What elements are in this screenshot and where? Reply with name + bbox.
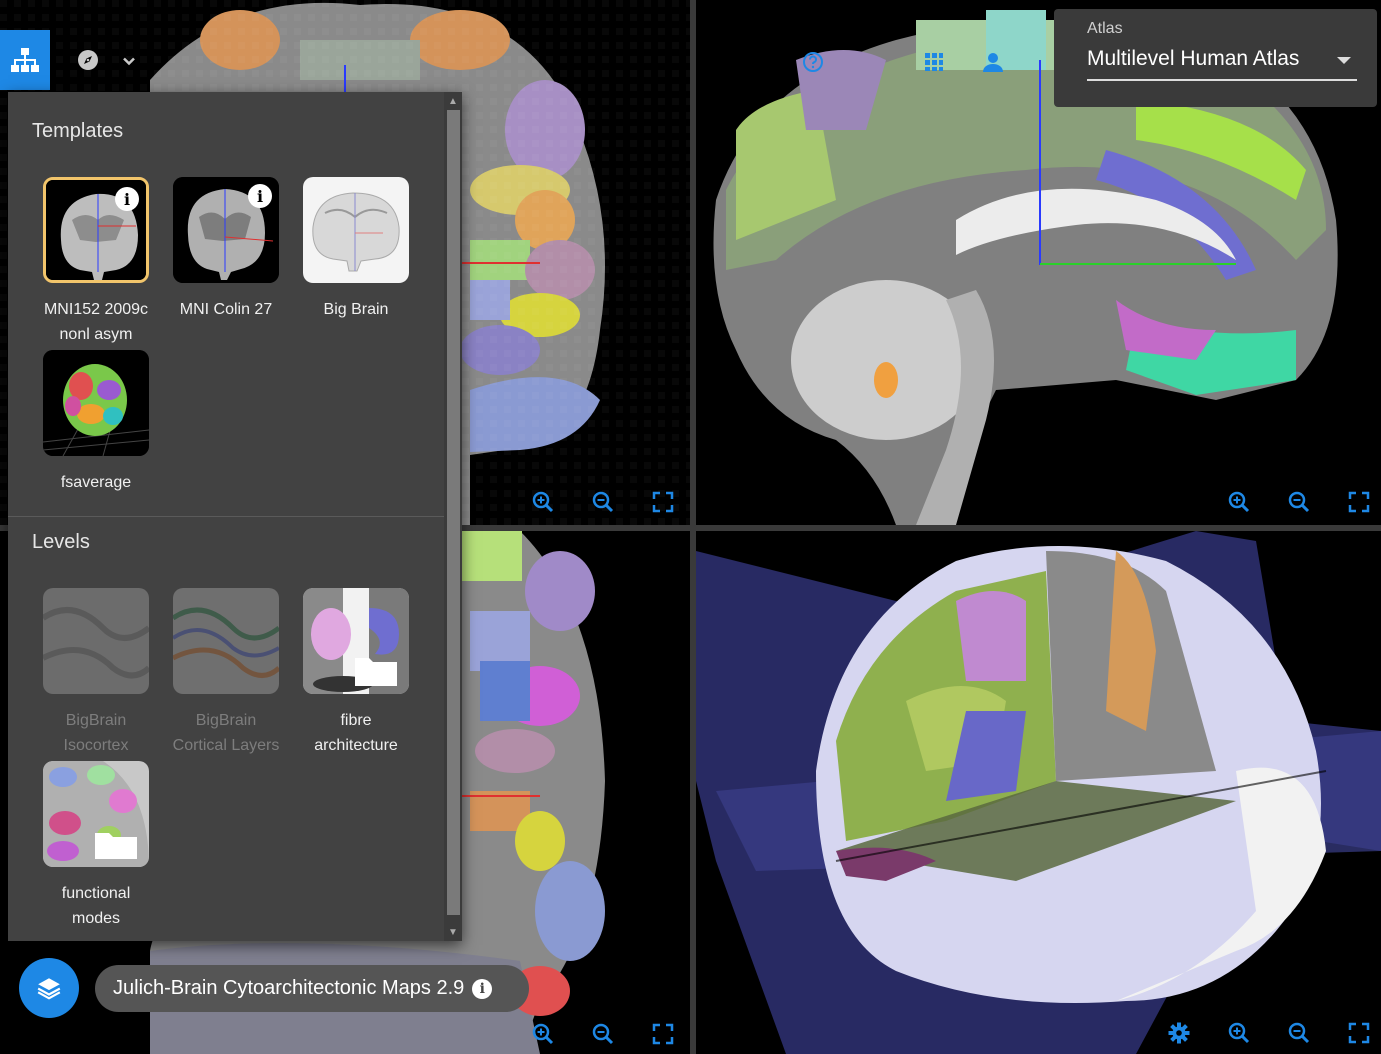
atlas-selector-underline <box>1087 79 1357 81</box>
zoom-out-icon <box>592 491 614 513</box>
help-button[interactable] <box>799 48 827 76</box>
template-selection-panel: Templates i MNI152 2009c nonl asym <box>8 92 462 941</box>
grid-icon <box>925 53 943 71</box>
template-thumbnail: i <box>173 177 279 283</box>
zoom-out-button[interactable] <box>589 1020 617 1048</box>
3d-brain-render <box>696 531 1381 1054</box>
template-label: Big Brain <box>323 301 389 318</box>
scrollbar-thumb[interactable] <box>447 110 460 915</box>
layers-button[interactable] <box>19 958 79 1018</box>
template-label: MNI152 2009c nonl asym <box>43 301 149 343</box>
template-tile-fsaverage[interactable]: fsaverage <box>36 350 156 495</box>
template-label: MNI Colin 27 <box>179 301 273 318</box>
scroll-down-arrow-icon[interactable]: ▼ <box>448 926 458 938</box>
zoom-in-button[interactable] <box>1225 1019 1253 1047</box>
user-icon <box>983 53 1003 72</box>
templates-section-title: Templates <box>32 120 124 142</box>
zoom-out-button[interactable] <box>1285 1019 1313 1047</box>
chevron-down-icon <box>123 57 135 66</box>
template-tile-bigbrain[interactable]: Big Brain <box>296 177 416 322</box>
level-thumbnail <box>173 588 279 694</box>
zoom-out-icon <box>1288 491 1310 513</box>
fullscreen-icon <box>1348 491 1370 513</box>
parcellation-chip-label: Julich-Brain Cytoarchitectonic Maps 2.9 <box>113 977 465 999</box>
level-tile-fibre-architecture[interactable]: fibre architecture <box>296 588 416 758</box>
level-label: fibre architecture <box>314 712 398 754</box>
template-info-icon[interactable]: i <box>115 187 139 211</box>
template-info-icon[interactable]: i <box>248 184 272 208</box>
level-thumbnail <box>43 588 149 694</box>
fullscreen-button[interactable] <box>1345 1019 1373 1047</box>
template-thumbnail: i <box>43 177 149 283</box>
info-icon[interactable]: i <box>472 978 493 999</box>
fullscreen-icon <box>1348 1022 1370 1044</box>
zoom-in-button[interactable] <box>529 1020 557 1048</box>
zoom-in-icon <box>1228 491 1250 513</box>
template-tile-colin27[interactable]: i MNI Colin 27 <box>166 177 286 322</box>
compass-dropdown-button[interactable] <box>116 48 142 74</box>
level-label: BigBrain Isocortex <box>63 712 129 754</box>
layers-icon <box>37 978 61 1000</box>
3d-view-panel[interactable] <box>696 531 1381 1054</box>
zoom-out-icon <box>592 1023 614 1045</box>
user-button[interactable] <box>979 48 1007 76</box>
panel-divider-horizontal <box>0 525 1381 531</box>
scroll-up-arrow-icon[interactable]: ▲ <box>448 95 458 107</box>
atlas-tree-button[interactable] <box>0 30 50 90</box>
levels-section-title: Levels <box>32 531 90 553</box>
zoom-out-button[interactable] <box>1285 488 1313 516</box>
zoom-in-icon <box>1228 1022 1250 1044</box>
zoom-in-button[interactable] <box>529 488 557 516</box>
settings-button[interactable] <box>1165 1019 1193 1047</box>
fullscreen-button[interactable] <box>649 488 677 516</box>
template-tile-mni152[interactable]: i MNI152 2009c nonl asym <box>36 177 156 347</box>
level-label: BigBrain Cortical Layers <box>172 712 280 754</box>
level-tile-bigbrain-cortical-layers[interactable]: BigBrain Cortical Layers <box>166 588 286 758</box>
atlas-selector-value[interactable]: Multilevel Human Atlas <box>1087 47 1300 70</box>
zoom-in-button[interactable] <box>1225 488 1253 516</box>
caret-down-icon[interactable] <box>1337 57 1351 64</box>
level-thumbnail <box>303 588 409 694</box>
fullscreen-button[interactable] <box>1345 488 1373 516</box>
gear-icon <box>1168 1022 1190 1044</box>
level-label: functional modes <box>61 885 131 927</box>
fullscreen-icon <box>652 1023 674 1045</box>
compass-button[interactable] <box>70 42 106 78</box>
zoom-in-icon <box>532 491 554 513</box>
atlas-selector[interactable]: Atlas Multilevel Human Atlas <box>1054 9 1377 107</box>
zoom-in-icon <box>532 1023 554 1045</box>
atlas-selector-label: Atlas <box>1087 20 1123 37</box>
template-thumbnail <box>43 350 149 456</box>
fullscreen-button[interactable] <box>649 1020 677 1048</box>
level-tile-bigbrain-isocortex[interactable]: BigBrain Isocortex <box>36 588 156 758</box>
level-tile-functional-modes[interactable]: functional modes <box>36 761 156 931</box>
compass-icon <box>78 50 98 70</box>
parcellation-chip[interactable]: Julich-Brain Cytoarchitectonic Maps 2.9 … <box>95 965 529 1012</box>
template-label: fsaverage <box>60 474 132 491</box>
level-thumbnail <box>43 761 149 867</box>
zoom-out-icon <box>1288 1022 1310 1044</box>
section-divider <box>8 516 444 517</box>
grid-button[interactable] <box>920 48 948 76</box>
zoom-out-button[interactable] <box>589 488 617 516</box>
sitemap-icon <box>11 48 39 72</box>
fullscreen-icon <box>652 491 674 513</box>
template-thumbnail <box>303 177 409 283</box>
help-icon <box>803 52 823 72</box>
